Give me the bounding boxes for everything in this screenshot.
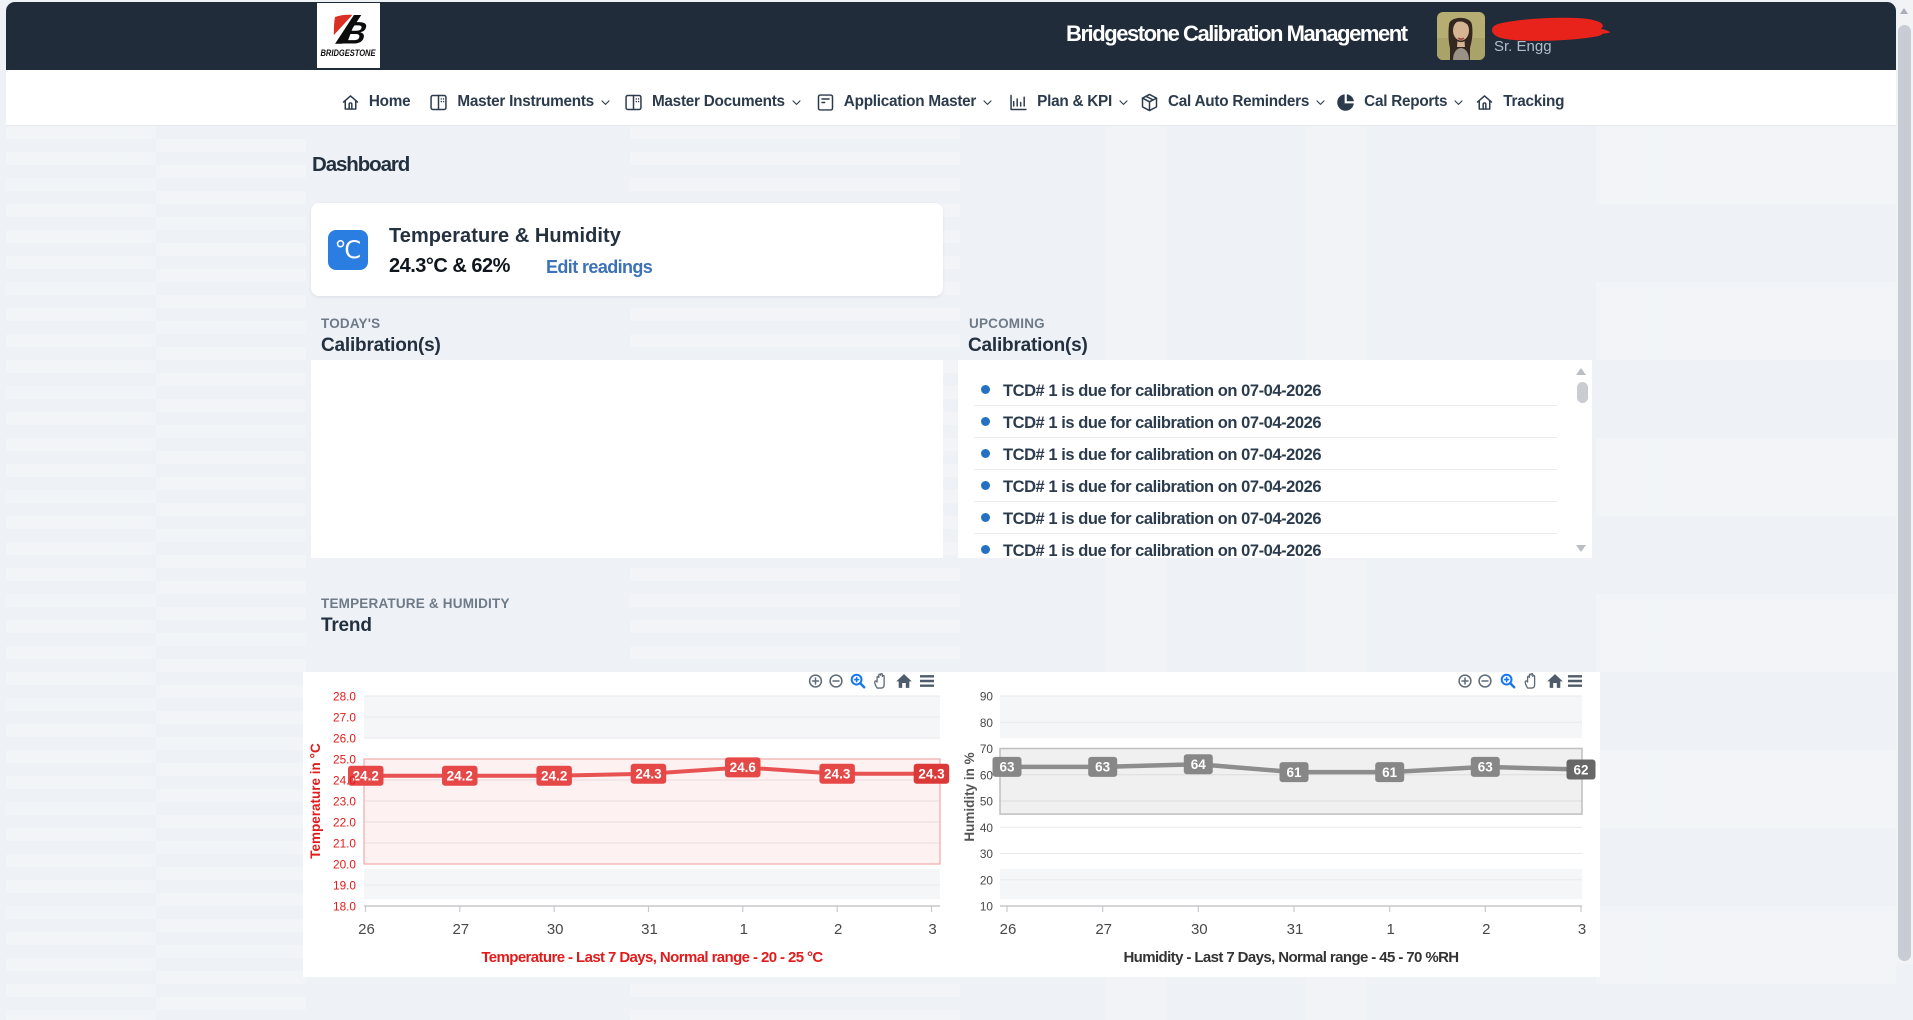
svg-text:1: 1 — [740, 921, 748, 938]
svg-text:20: 20 — [980, 873, 994, 887]
svg-text:62: 62 — [1573, 762, 1588, 777]
svg-text:24.3: 24.3 — [918, 767, 945, 782]
svg-text:19.0: 19.0 — [333, 879, 356, 893]
svg-text:28.0: 28.0 — [333, 690, 356, 704]
svg-text:24.2: 24.2 — [447, 769, 473, 784]
svg-text:31: 31 — [1287, 921, 1304, 938]
svg-text:Humidity in %: Humidity in % — [962, 752, 977, 841]
svg-text:64: 64 — [1191, 757, 1207, 772]
svg-text:30: 30 — [1191, 921, 1208, 938]
svg-text:30: 30 — [547, 921, 564, 938]
svg-text:1: 1 — [1387, 921, 1395, 938]
svg-text:27: 27 — [452, 921, 469, 938]
svg-text:22.0: 22.0 — [333, 816, 356, 830]
svg-text:21.0: 21.0 — [333, 837, 356, 851]
svg-text:2: 2 — [1482, 921, 1490, 938]
svg-text:BRIDGESTONE: BRIDGESTONE — [321, 48, 377, 58]
svg-text:3: 3 — [1578, 921, 1586, 938]
svg-text:24.2: 24.2 — [353, 769, 379, 784]
svg-text:31: 31 — [641, 921, 658, 938]
svg-text:2: 2 — [834, 921, 842, 938]
svg-text:27: 27 — [1095, 921, 1112, 938]
svg-text:Humidity - Last 7 Days, Normal: Humidity - Last 7 Days, Normal range - 4… — [1123, 949, 1458, 966]
svg-text:24.0: 24.0 — [333, 774, 356, 788]
svg-text:23.0: 23.0 — [333, 795, 356, 809]
svg-text:3: 3 — [928, 921, 936, 938]
svg-text:10: 10 — [980, 900, 994, 914]
svg-text:40: 40 — [980, 821, 994, 835]
svg-text:50: 50 — [980, 795, 994, 809]
svg-text:18.0: 18.0 — [333, 900, 356, 914]
svg-text:30: 30 — [980, 847, 994, 861]
svg-text:26: 26 — [358, 921, 375, 938]
svg-text:24.2: 24.2 — [541, 769, 567, 784]
svg-text:24.3: 24.3 — [824, 767, 851, 782]
svg-text:63: 63 — [1478, 760, 1494, 775]
svg-text:27.0: 27.0 — [333, 711, 356, 725]
svg-text:24.6: 24.6 — [730, 760, 757, 775]
svg-text:63: 63 — [1095, 760, 1111, 775]
svg-text:80: 80 — [980, 716, 994, 730]
svg-text:63: 63 — [999, 760, 1015, 775]
svg-text:60: 60 — [980, 768, 994, 782]
svg-text:61: 61 — [1382, 765, 1398, 780]
svg-text:25.0: 25.0 — [333, 753, 356, 767]
svg-text:26: 26 — [1000, 921, 1017, 938]
svg-text:24.3: 24.3 — [635, 767, 662, 782]
svg-text:70: 70 — [980, 742, 994, 756]
svg-text:90: 90 — [980, 690, 994, 704]
svg-text:61: 61 — [1286, 765, 1302, 780]
svg-text:Temperature in °C: Temperature in °C — [308, 743, 323, 859]
svg-text:20.0: 20.0 — [333, 858, 356, 872]
svg-text:26.0: 26.0 — [333, 732, 356, 746]
svg-text:Temperature - Last 7 Days, Nor: Temperature - Last 7 Days, Normal range … — [481, 949, 823, 966]
